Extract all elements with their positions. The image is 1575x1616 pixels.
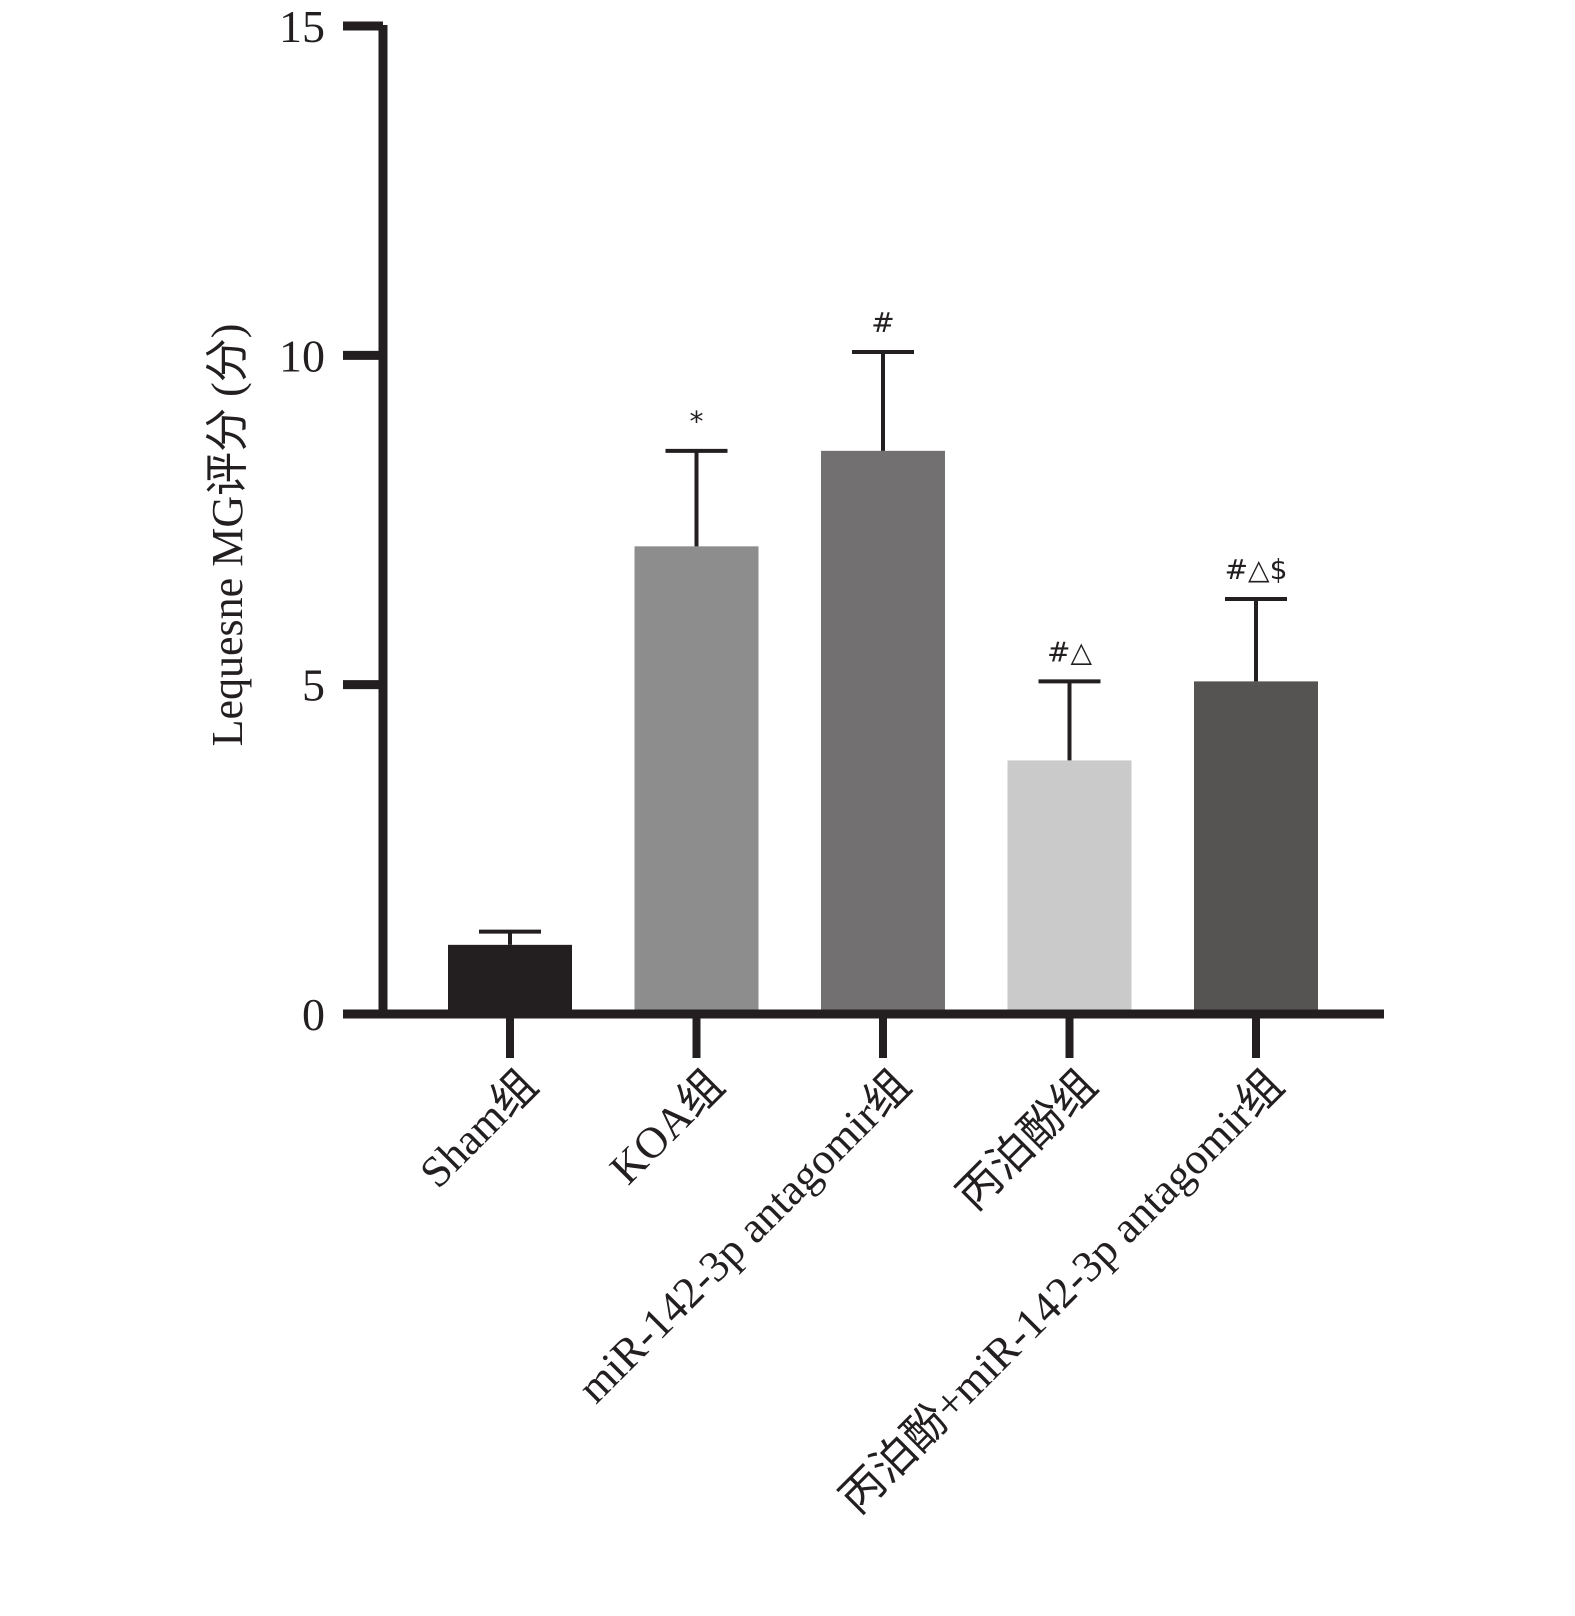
significance-label-4: #△$ bbox=[1225, 553, 1288, 586]
x-tick-label-2: miR-142-3p antagomir组 bbox=[568, 1060, 920, 1412]
y-tick-label-1: 5 bbox=[302, 660, 325, 711]
bar-2 bbox=[821, 450, 945, 1015]
significance-label-2: # bbox=[871, 306, 894, 339]
y-ticks-layer: 0 5 10 15 bbox=[279, 1, 383, 1040]
significance-layer: * # #△ #△$ bbox=[690, 306, 1288, 668]
y-tick-label-3: 15 bbox=[279, 1, 325, 52]
y-tick-label-2: 10 bbox=[279, 330, 325, 381]
bar-3 bbox=[1007, 760, 1132, 1014]
x-tick-label-3: 丙泊酚组 bbox=[947, 1060, 1106, 1219]
bar-1 bbox=[634, 546, 759, 1014]
y-axis-title: Lequesne MG评分 (分) bbox=[203, 324, 252, 747]
bar-0 bbox=[448, 944, 572, 1014]
bar-4 bbox=[1194, 681, 1318, 1014]
significance-label-1: * bbox=[690, 405, 704, 438]
x-tick-label-1: KOA组 bbox=[600, 1060, 733, 1193]
y-tick-label-0: 0 bbox=[302, 989, 325, 1040]
bars-layer bbox=[448, 450, 1318, 1015]
axes-layer bbox=[343, 25, 1384, 1019]
significance-label-3: #△ bbox=[1047, 635, 1092, 668]
x-tick-label-0: Sham组 bbox=[410, 1060, 547, 1197]
error-bars-layer bbox=[479, 350, 1287, 945]
